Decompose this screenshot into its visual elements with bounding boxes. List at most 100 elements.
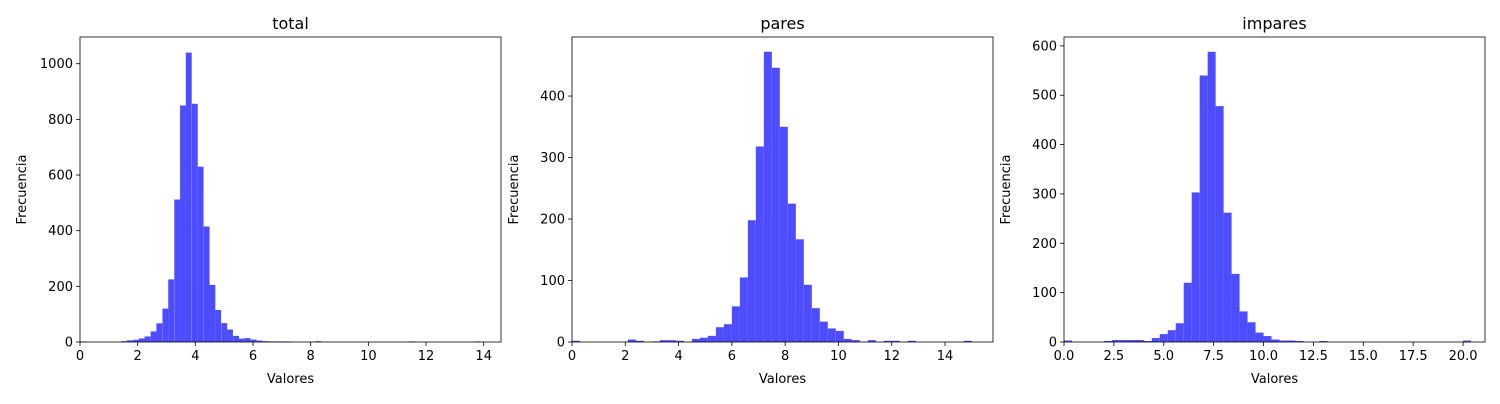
x-tick-label: 12 bbox=[883, 349, 900, 364]
x-tick-label: 6 bbox=[728, 349, 736, 364]
histogram-bar bbox=[315, 341, 322, 342]
x-tick-label: 2.5 bbox=[1104, 349, 1125, 364]
histogram-bar bbox=[1319, 341, 1328, 342]
histogram-bar bbox=[755, 146, 764, 342]
histogram-bar bbox=[819, 321, 828, 342]
x-tick-label: 8 bbox=[781, 349, 789, 364]
histogram-bar bbox=[227, 329, 233, 342]
histogram-bar bbox=[707, 335, 716, 342]
x-tick-label: 0 bbox=[76, 349, 84, 364]
y-tick-label: 0 bbox=[1049, 336, 1057, 351]
histogram-bar bbox=[209, 284, 216, 342]
y-tick-label: 600 bbox=[1032, 39, 1057, 54]
x-tick-label: 2 bbox=[621, 349, 629, 364]
histogram-bar bbox=[144, 336, 151, 342]
histogram-bar bbox=[168, 279, 175, 342]
subplot-total: 0 2 4 6 8 10 12 14 0 200 400 600 800 1000 total Valores… bbox=[15, 14, 502, 387]
axes-frame bbox=[79, 36, 502, 343]
chart-title: pares bbox=[760, 14, 804, 33]
histogram-bar bbox=[1263, 336, 1272, 342]
y-tick-label: 0 bbox=[557, 336, 565, 351]
histogram-bar bbox=[138, 338, 145, 342]
x-tick-label: 10.0 bbox=[1249, 349, 1278, 364]
subplot-impares: 0.0 2.5 5.0 7.5 10.0 12.5 15.0 17.5 20.0 0 100 200 3… bbox=[999, 14, 1486, 387]
histogram-bar bbox=[1111, 340, 1120, 342]
x-tick-label: 2 bbox=[134, 349, 142, 364]
histogram-bar bbox=[185, 52, 192, 342]
histogram-bar bbox=[180, 105, 186, 343]
histogram-bar bbox=[256, 340, 263, 342]
histogram-bar bbox=[835, 330, 844, 342]
histogram-bar bbox=[203, 226, 210, 342]
histogram-bar bbox=[215, 310, 222, 342]
histogram-bar bbox=[133, 339, 139, 342]
histogram-bar bbox=[1231, 273, 1240, 342]
histogram-bar bbox=[739, 277, 748, 342]
histogram-bar bbox=[1239, 311, 1248, 342]
histogram-bar bbox=[233, 335, 239, 342]
y-tick-label: 200 bbox=[540, 213, 565, 228]
x-tick-label: 12.5 bbox=[1299, 349, 1328, 364]
x-tick-label: 7.5 bbox=[1203, 349, 1224, 364]
histogram-bar bbox=[803, 284, 812, 342]
histogram-bar bbox=[1215, 106, 1224, 342]
y-tick-label: 500 bbox=[1032, 89, 1057, 104]
y-tick-label: 0 bbox=[65, 336, 73, 351]
histogram-bar bbox=[1135, 340, 1144, 342]
histogram-bar bbox=[843, 338, 852, 342]
x-tick-label: 0.0 bbox=[1054, 349, 1075, 364]
histogram-bar bbox=[221, 323, 228, 342]
histogram-bar bbox=[150, 331, 157, 342]
y-tick-label: 200 bbox=[48, 280, 73, 295]
y-tick-label: 300 bbox=[540, 151, 565, 166]
histogram-bar bbox=[787, 203, 796, 342]
x-tick-label: 4 bbox=[191, 349, 199, 364]
histogram-bar bbox=[779, 126, 788, 342]
y-tick-label: 400 bbox=[48, 224, 73, 239]
chart-title: impares bbox=[1242, 14, 1306, 33]
histogram-bar bbox=[1127, 340, 1136, 342]
histogram-bar bbox=[723, 324, 732, 342]
histogram-bar bbox=[244, 338, 251, 342]
y-tick-label: 400 bbox=[1032, 138, 1057, 153]
y-axis-label: Frecuencia bbox=[507, 155, 522, 225]
histogram-bar bbox=[156, 323, 163, 342]
histogram-bar bbox=[1119, 340, 1128, 342]
histogram-bar bbox=[1271, 339, 1280, 342]
histogram-bar bbox=[238, 338, 245, 342]
axes-frame bbox=[1063, 36, 1486, 343]
histogram-bar bbox=[1255, 332, 1264, 342]
histogram-bar bbox=[795, 239, 804, 342]
x-tick-label: 8 bbox=[307, 349, 315, 364]
histogram-bar bbox=[747, 220, 756, 342]
subplot-pares: 0 2 4 6 8 10 12 14 0 100 200 300 400 pares Valores Frec… bbox=[507, 14, 994, 387]
histogram-bar bbox=[191, 103, 198, 342]
x-tick-label: 4 bbox=[674, 349, 682, 364]
y-tick-label: 1000 bbox=[40, 57, 73, 72]
histogram-bar bbox=[907, 340, 916, 342]
histogram-bar bbox=[691, 338, 700, 342]
histogram-bar bbox=[1064, 340, 1072, 342]
histogram-bar bbox=[1191, 192, 1200, 342]
histogram-bar bbox=[1279, 340, 1288, 342]
histogram-bar bbox=[883, 340, 892, 342]
histogram-bar bbox=[1159, 334, 1168, 342]
x-axis-label: Valores bbox=[759, 372, 806, 387]
histogram-bar bbox=[627, 339, 636, 342]
histogram-bar bbox=[1463, 340, 1472, 342]
histogram-bar bbox=[1223, 212, 1232, 342]
histogram-bar bbox=[1151, 338, 1160, 342]
histogram-bar bbox=[121, 341, 128, 342]
histogram-bar bbox=[851, 340, 860, 342]
histogram-bar bbox=[827, 328, 836, 342]
x-tick-label: 10 bbox=[360, 349, 377, 364]
x-tick-label: 10 bbox=[830, 349, 847, 364]
chart-title: total bbox=[272, 14, 309, 33]
histogram-bar bbox=[963, 340, 972, 342]
histogram-bar bbox=[262, 341, 269, 342]
histogram-bar bbox=[197, 166, 204, 342]
x-tick-label: 0 bbox=[568, 349, 576, 364]
histogram-bar bbox=[811, 308, 820, 342]
